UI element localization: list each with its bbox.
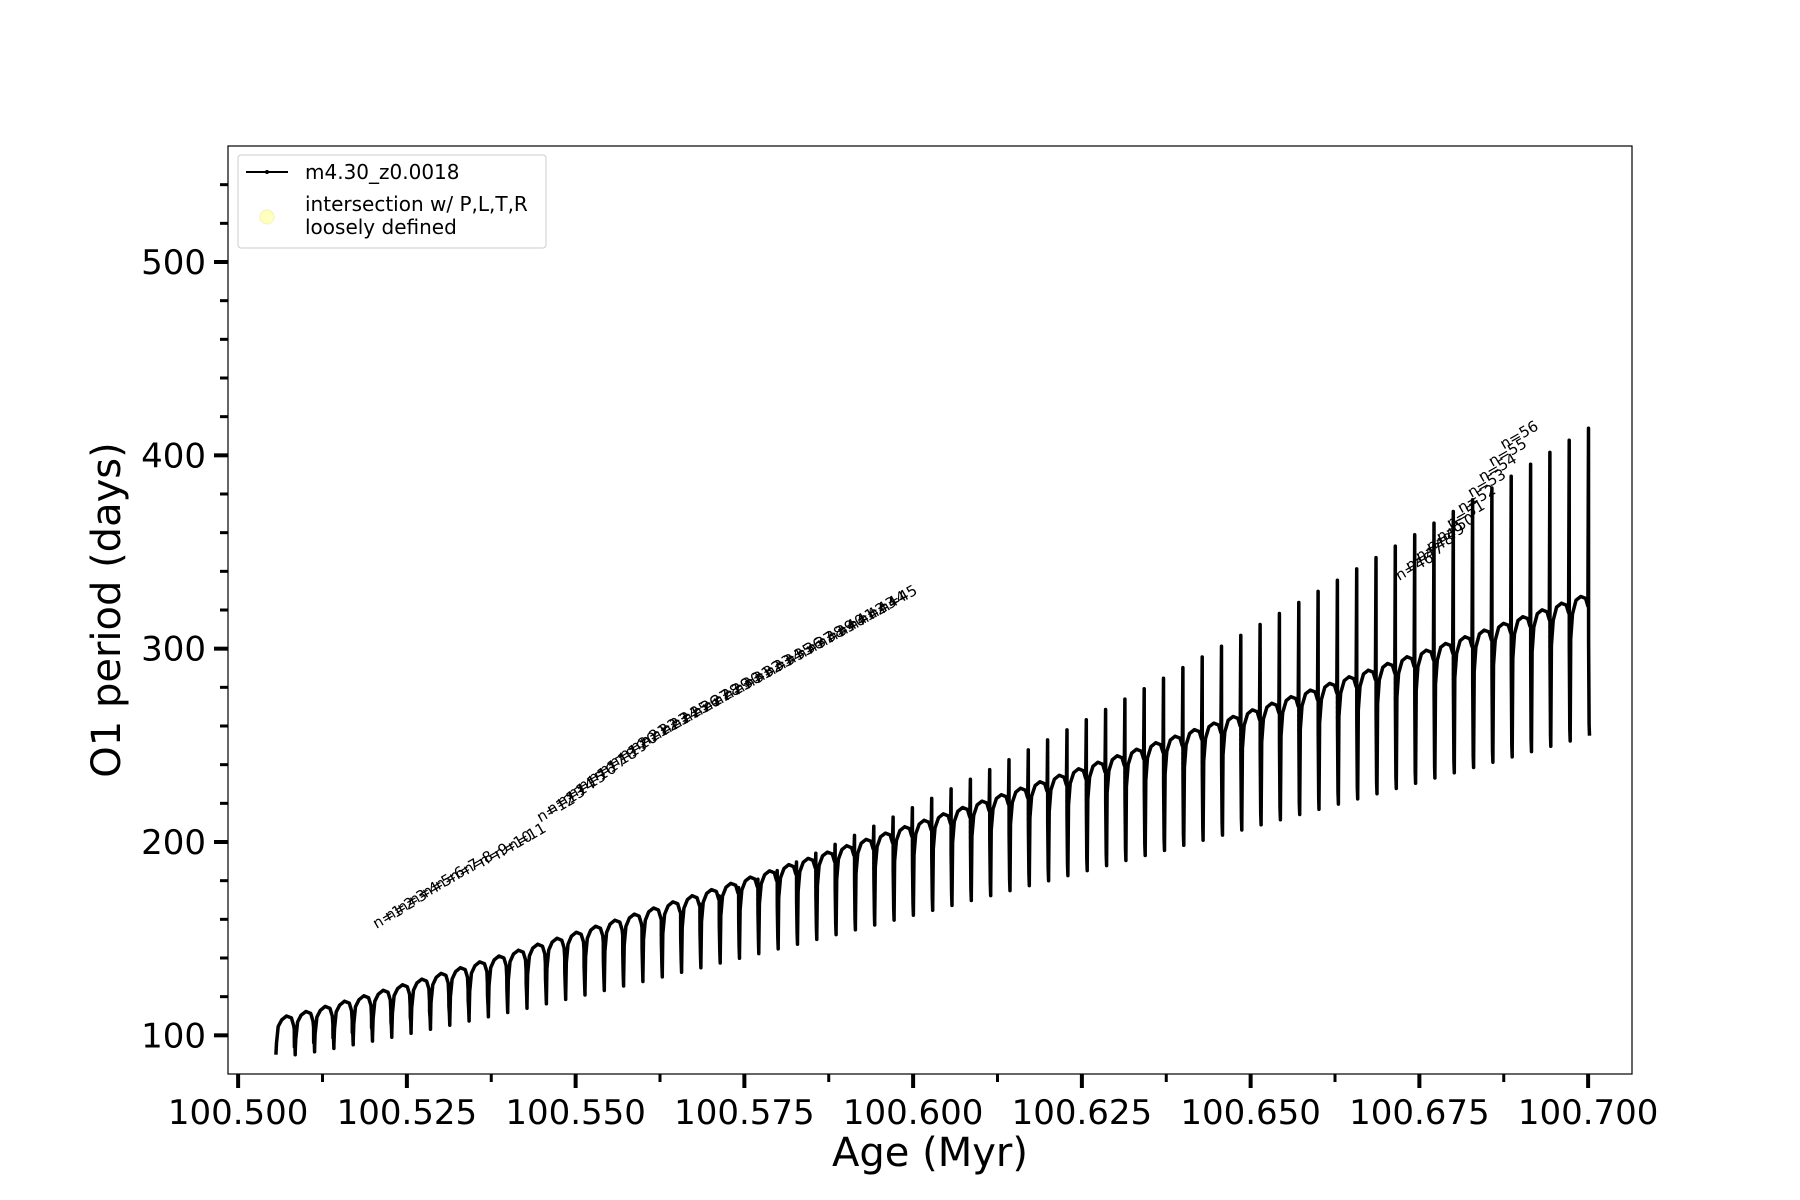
y-axis-label: O1 period (days) [84,442,130,777]
x-axis-ticks: 100.500 100.525 100.550 100.575 100.600 100.6… [168,1074,1659,1133]
y-tick-label: 300 [141,630,206,670]
x-tick-label: 100.600 [843,1093,984,1133]
series-curve-group [274,426,1592,1057]
x-tick-label: 100.650 [1180,1093,1321,1133]
x-tick-label: 100.675 [1349,1093,1490,1133]
x-tick-label: 100.700 [1518,1093,1659,1133]
y-tick-label: 200 [141,823,206,863]
x-tick-label: 100.575 [674,1093,815,1133]
y-tick-label: 500 [141,243,206,283]
x-axis-label: Age (Myr) [832,1130,1028,1176]
x-tick-label: 100.500 [168,1093,309,1133]
legend-series-dot-icon [265,170,269,174]
legend-series-label: m4.30_z0.0018 [305,160,460,184]
legend-intersection-label-line-1: intersection w/ P,L,T,R [305,192,528,216]
y-axis-ticks: 100 200 300 400 500 [141,183,228,1056]
legend-intersection-circle-icon [259,209,275,225]
y-tick-label: 100 [141,1016,206,1056]
x-tick-label: 100.525 [337,1093,478,1133]
x-tick-label: 100.625 [1012,1093,1153,1133]
legend-intersection-label-line-2: loosely defined [305,215,457,239]
legend: m4.30_z0.0018 intersection w/ P,L,T,R lo… [237,154,547,249]
y-tick-label: 400 [141,436,206,476]
x-tick-label: 100.550 [505,1093,646,1133]
legend-box [237,154,547,249]
